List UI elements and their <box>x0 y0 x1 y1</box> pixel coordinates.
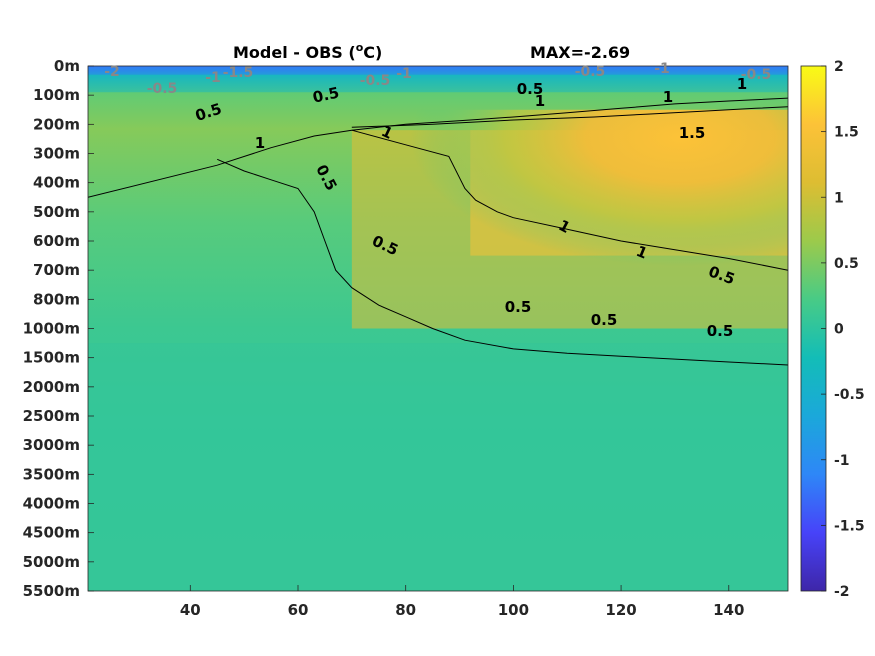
field-cell <box>88 66 788 75</box>
contour-lines <box>88 97 788 366</box>
x-tick-label: 40 <box>180 601 201 619</box>
contour-label: 1.5 <box>679 124 706 142</box>
y-tick-label: 4500m <box>23 524 80 542</box>
surface-contour-label: -0.5 <box>741 67 772 83</box>
surface-labels: -2 -1.5-1-0.5 -0.5 -1 -0.5 -1 -0.5 <box>104 61 771 97</box>
y-tick-label: 3000m <box>23 436 80 454</box>
y-tick-label: 700m <box>33 261 80 279</box>
y-tick-label: 500m <box>33 203 80 221</box>
x-tick-label: 60 <box>288 601 309 619</box>
contour-label: 1 <box>663 88 673 106</box>
surface-contour-label: -2 <box>104 64 120 80</box>
contour-label: 1 <box>255 134 265 152</box>
contour-label: 0.5 <box>591 311 618 329</box>
surface-contour-label: -0.5 <box>575 64 606 80</box>
y-tick-label: 1500m <box>23 349 80 367</box>
surface-contour-label: -1 <box>654 61 670 77</box>
y-tick-label: 100m <box>33 86 80 104</box>
x-tick-label: 140 <box>713 601 744 619</box>
field-cells <box>88 66 788 591</box>
contour-label: 0.5 <box>505 298 532 316</box>
colorbar-ticks: 2 1.5 1 0.5 0 -0.5 -1 -1.5 -2 <box>821 59 865 600</box>
colorbar-tick-label: 2 <box>834 59 844 75</box>
contour-label: 0.5 <box>311 84 341 107</box>
surface-contour-label: -1 <box>396 66 412 82</box>
contour-line-1 <box>351 106 788 128</box>
surface-contour-label: -1.5 <box>223 65 254 81</box>
y-tick-label: 1000m <box>23 320 80 338</box>
x-tick-label: 100 <box>498 601 529 619</box>
contour-label: 1 <box>535 92 545 110</box>
colorbar-tick-label: -2 <box>834 584 850 600</box>
contour-line-0-5 <box>217 158 788 366</box>
colorbar-tick-label: -1 <box>834 453 850 469</box>
y-tick-label: 2500m <box>23 407 80 425</box>
field-cell <box>88 74 788 93</box>
y-tick-label: 300m <box>33 145 80 163</box>
y-tick-label: 4000m <box>23 495 80 513</box>
x-tick-label: 80 <box>395 601 416 619</box>
contour-label: 1 <box>737 75 747 93</box>
contour-label: 0.5 <box>517 80 544 98</box>
y-axis-ticks: 0m 100m 200m 300m 400m 500m 600m 700m 800m 1000m 1… <box>23 57 94 600</box>
field-cell <box>88 343 788 591</box>
y-tick-label: 3500m <box>23 465 80 483</box>
y-tick-label: 800m <box>33 290 80 308</box>
surface-contour-label: -0.5 <box>147 81 178 97</box>
max-label: MAX=-2.69 <box>530 43 630 62</box>
colorbar-tick-label: 0 <box>834 322 844 338</box>
surface-contour-label: -0.5 <box>360 73 391 89</box>
contour-label: 0.5 <box>707 322 734 340</box>
y-tick-label: 0m <box>54 57 80 75</box>
title-degree-superscript: o <box>356 41 364 54</box>
x-tick-label: 120 <box>605 601 636 619</box>
y-tick-label: 400m <box>33 174 80 192</box>
y-tick-label: 2000m <box>23 378 80 396</box>
y-tick-label: 5500m <box>23 582 80 600</box>
colorbar-tick-label: 1.5 <box>834 125 859 141</box>
colorbar-tick-label: 0.5 <box>834 256 859 272</box>
plot-area <box>88 66 788 591</box>
contour-line-0-5 <box>88 97 788 198</box>
colorbar-tick-label: -1.5 <box>834 518 865 534</box>
chart-title: Model - OBS (oC) <box>233 41 382 62</box>
y-tick-label: 5000m <box>23 553 80 571</box>
surface-contour-label: -1 <box>205 70 221 86</box>
colorbar-tick-label: -0.5 <box>834 387 865 403</box>
y-tick-label: 200m <box>33 115 80 133</box>
y-tick-label: 600m <box>33 232 80 250</box>
warm-anomaly-region <box>298 109 788 344</box>
x-axis-ticks: 40 60 80 100 120 140 <box>180 585 744 619</box>
contour-line-1 <box>351 129 788 271</box>
colorbar-tick-label: 1 <box>834 190 844 206</box>
